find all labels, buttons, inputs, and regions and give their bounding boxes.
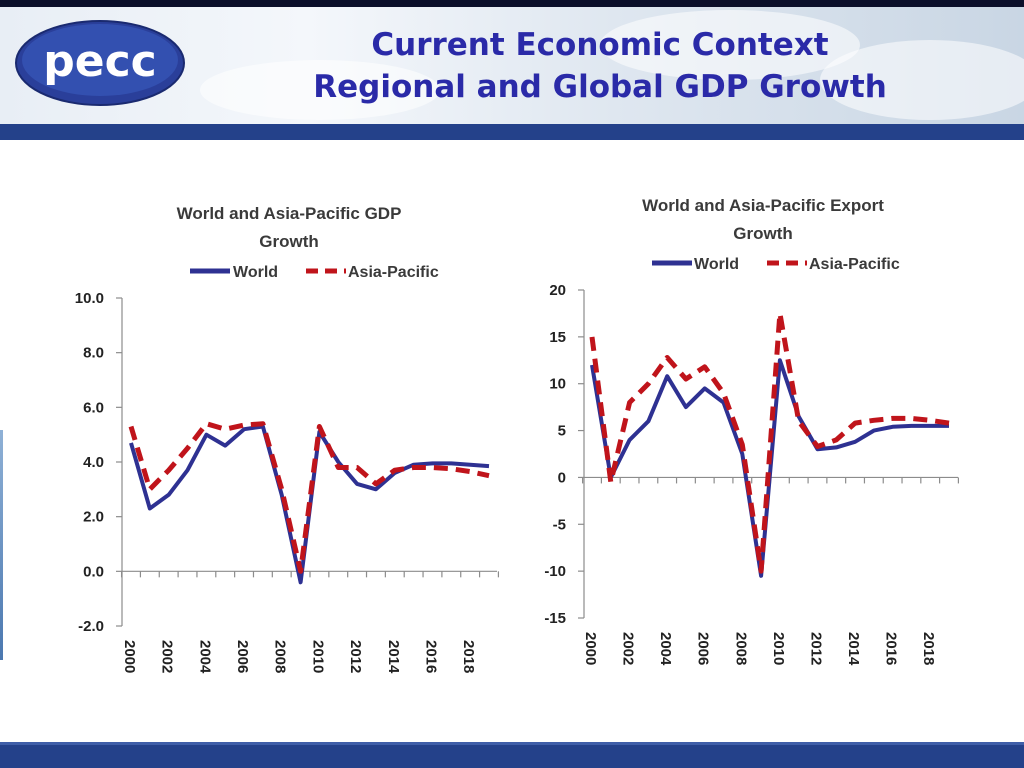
pecc-logo: pecc: [15, 20, 185, 106]
y-tick-label: 2.0: [83, 509, 104, 526]
y-tick-label: 10.0: [75, 290, 104, 307]
y-tick-label: -5: [553, 516, 566, 533]
header-cloud-decoration: [820, 40, 1024, 120]
export-plot-area: -15 -10 -5 0 5 10 15 20 2000 2002 2004 2006 2008 2010…: [544, 282, 959, 666]
x-tick-label: 2000: [121, 640, 138, 673]
series-line-asia-pacific: [589, 310, 950, 574]
chart-title-line-2: Growth: [733, 224, 793, 243]
legend-world-label: World: [233, 264, 278, 281]
legend-asia-pacific-label: Asia-Pacific: [809, 256, 900, 273]
x-tick-label: 2002: [620, 632, 637, 665]
y-tick-label: 15: [549, 329, 566, 346]
x-tick-label: 2006: [695, 632, 712, 665]
x-tick-label: 2002: [159, 640, 176, 673]
y-tick-label: -10: [544, 563, 566, 580]
x-tick-label: 2016: [883, 632, 900, 665]
header: pecc Current Economic Context Regional a…: [0, 0, 1024, 124]
y-tick-label: 0: [558, 469, 566, 486]
x-tick-label: 2018: [460, 640, 477, 673]
legend-asia-pacific-label: Asia-Pacific: [348, 264, 439, 281]
y-tick-label: -15: [544, 610, 566, 627]
y-tick-label: 5: [558, 423, 566, 440]
y-tick-label: 4.0: [83, 454, 104, 471]
legend-world-label: World: [694, 256, 739, 273]
y-tick-label: 0.0: [83, 563, 104, 580]
y-tick-label: -2.0: [78, 618, 104, 635]
y-tick-label: 20: [549, 282, 566, 299]
x-tick-label: 2016: [422, 640, 439, 673]
page-title-line-2: Regional and Global GDP Growth: [313, 69, 887, 105]
header-band: [0, 124, 1024, 140]
x-tick-label: 2000: [582, 632, 599, 665]
y-tick-label: 6.0: [83, 399, 104, 416]
x-tick-label: 2004: [196, 640, 213, 674]
x-tick-label: 2014: [845, 632, 862, 666]
x-tick-label: 2014: [385, 640, 402, 674]
x-tick-label: 2004: [657, 632, 674, 666]
series-line-world: [590, 358, 949, 578]
header-top-line: [0, 0, 1024, 7]
x-tick-label: 2010: [309, 640, 326, 673]
x-tick-label: 2018: [920, 632, 937, 665]
header-cloud-decoration: [200, 60, 440, 120]
x-tick-label: 2010: [770, 632, 787, 665]
gdp-plot-area: -2.0 0.0 2.0 4.0 6.0 8.0 10.0 2000 2002 2004 2006 2…: [75, 290, 500, 674]
chart-title-line-1: World and Asia-Pacific Export: [642, 196, 884, 215]
header-cloud-decoration: [600, 10, 860, 80]
y-tick-label: 10: [549, 376, 566, 393]
x-tick-label: 2012: [807, 632, 824, 665]
logo-text: pecc: [43, 36, 157, 87]
x-tick-label: 2012: [347, 640, 364, 673]
x-tick-label: 2008: [272, 640, 289, 673]
x-tick-label: 2008: [732, 632, 749, 665]
chart-title-line-1: World and Asia-Pacific GDP: [177, 204, 402, 223]
chart-title-line-2: Growth: [259, 232, 319, 251]
footer-band: [0, 742, 1024, 768]
y-tick-label: 8.0: [83, 345, 104, 362]
x-tick-label: 2006: [234, 640, 251, 673]
edge-strip-decoration: [0, 430, 3, 660]
page-title-line-1: Current Economic Context: [371, 27, 829, 63]
